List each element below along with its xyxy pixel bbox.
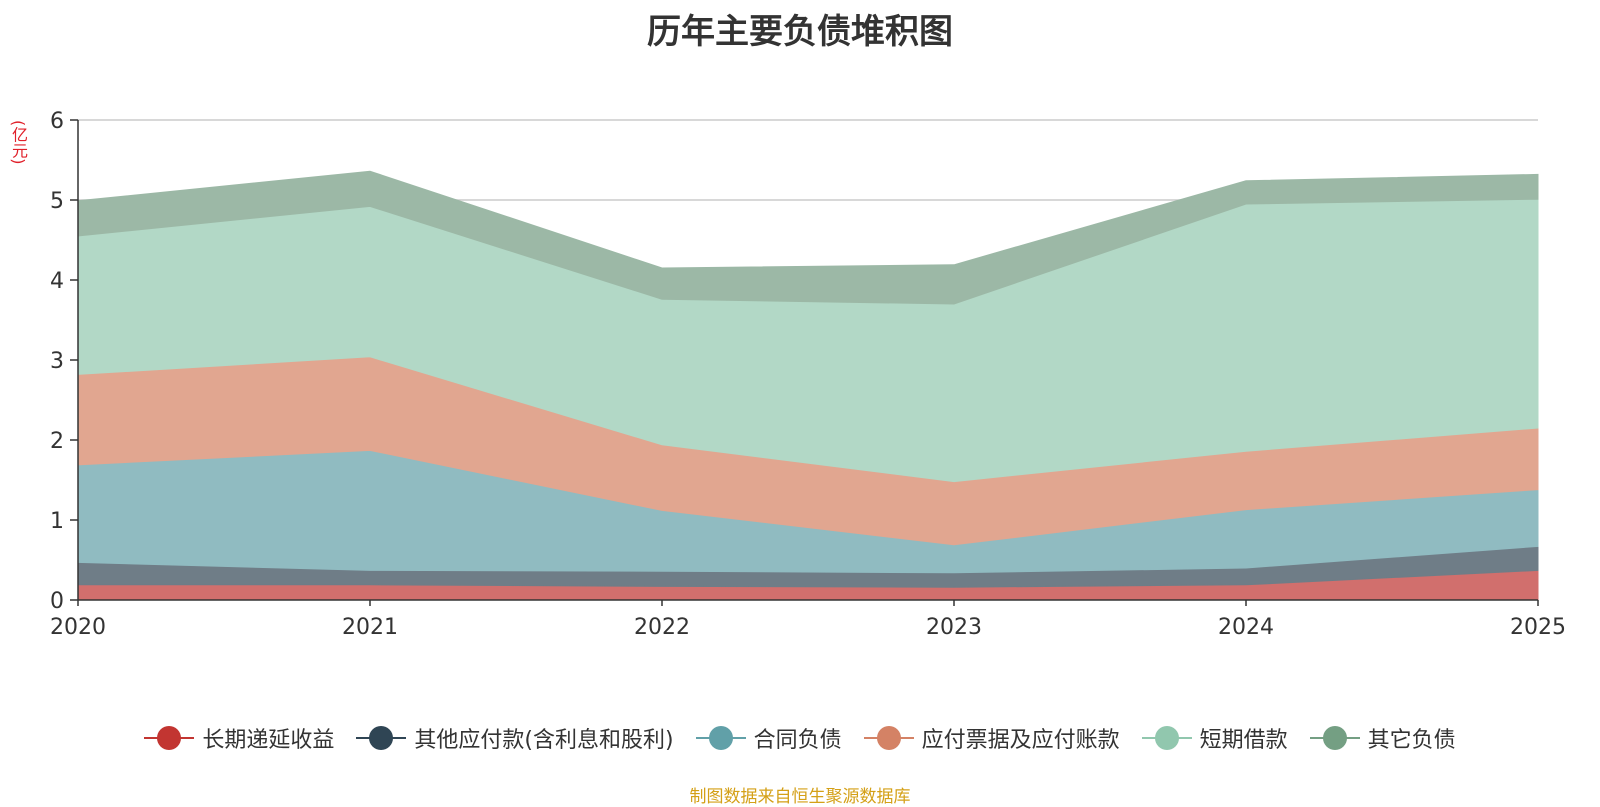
y-tick-label-6: 6 bbox=[50, 109, 64, 134]
chart-title: 历年主要负债堆积图 bbox=[647, 12, 953, 52]
legend-marker-icon bbox=[1309, 726, 1360, 750]
axes bbox=[70, 119, 1539, 606]
y-tick-label-1: 1 bbox=[50, 509, 64, 534]
x-tick-label-2023: 2023 bbox=[926, 615, 982, 640]
legend-marker-icon bbox=[863, 726, 914, 750]
y-tick-label-3: 3 bbox=[50, 349, 64, 374]
x-tick-label-2024: 2024 bbox=[1218, 615, 1274, 640]
legend-item-2[interactable]: 合同负债 bbox=[695, 722, 842, 754]
x-tick-label-2025: 2025 bbox=[1510, 615, 1566, 640]
legend-item-5[interactable]: 其它负债 bbox=[1309, 722, 1456, 754]
legend-marker-icon bbox=[1141, 726, 1192, 750]
x-tick-label-2020: 2020 bbox=[50, 615, 106, 640]
legend: 长期递延收益 其他应付款(含利息和股利) 合同负债 应付票据及应付账款 短期借款 其它负债 bbox=[0, 718, 1600, 758]
area-series-5 bbox=[77, 170, 1539, 305]
legend-item-3[interactable]: 应付票据及应付账款 bbox=[863, 722, 1120, 754]
stacked-area-chart: 0 1 2 3 4 5 6 2020 2021 2022 2023 2024 2025 bbox=[50, 109, 1566, 640]
legend-label: 长期递延收益 bbox=[202, 728, 335, 753]
legend-item-1[interactable]: 其他应付款(含利息和股利) bbox=[356, 722, 674, 754]
y-tick-label-2: 2 bbox=[50, 429, 64, 454]
legend-label: 其它负债 bbox=[1367, 728, 1456, 753]
y-axis-unit-label: (亿元) bbox=[9, 120, 28, 165]
stacked-areas bbox=[77, 170, 1539, 601]
legend-item-4[interactable]: 短期借款 bbox=[1141, 722, 1288, 754]
legend-label: 其他应付款(含利息和股利) bbox=[414, 728, 674, 753]
source-note: 制图数据来自恒生聚源数据库 bbox=[689, 787, 911, 807]
tick-labels: 0 1 2 3 4 5 6 2020 2021 2022 2023 2024 2025 bbox=[50, 109, 1566, 640]
legend-marker-icon bbox=[144, 726, 195, 750]
legend-label: 合同负债 bbox=[753, 728, 842, 753]
legend-marker-icon bbox=[356, 726, 407, 750]
legend-marker-icon bbox=[695, 726, 746, 750]
x-tick-label-2022: 2022 bbox=[634, 615, 690, 640]
legend-item-0[interactable]: 长期递延收益 bbox=[144, 722, 334, 754]
x-tick-label-2021: 2021 bbox=[342, 615, 398, 640]
y-tick-label-5: 5 bbox=[50, 189, 64, 214]
y-tick-label-0: 0 bbox=[50, 589, 64, 614]
legend-label: 短期借款 bbox=[1199, 728, 1288, 753]
y-tick-label-4: 4 bbox=[50, 269, 64, 294]
legend-label: 应付票据及应付账款 bbox=[921, 728, 1120, 753]
